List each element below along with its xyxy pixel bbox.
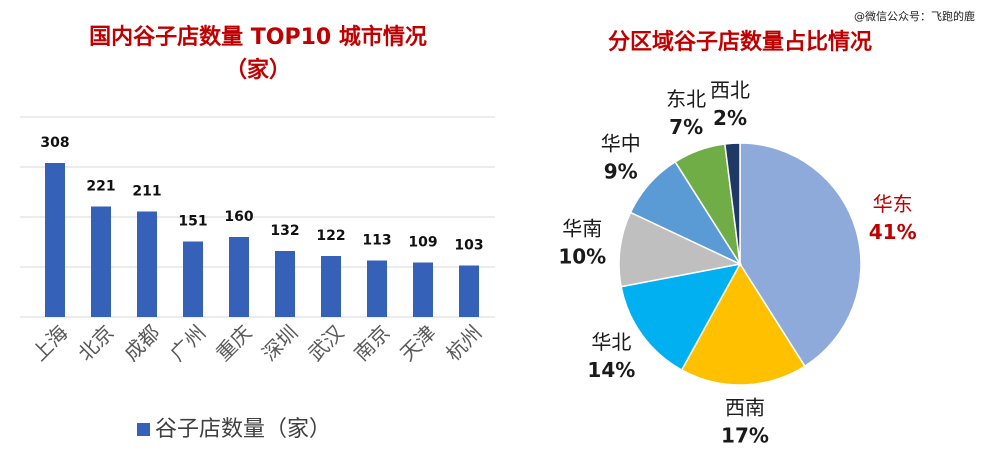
bar: [459, 265, 479, 317]
x-tick-label: 杭州: [441, 320, 486, 365]
data-label: 221: [86, 179, 115, 195]
slice-label: 2%: [713, 106, 747, 130]
pie-slice: [620, 262, 742, 372]
x-tick-label: 成都: [119, 320, 164, 365]
bar: [413, 262, 433, 317]
bar: [91, 206, 111, 317]
bar: [367, 260, 387, 317]
slice-label: 7%: [669, 115, 703, 139]
slice-category: 东北: [666, 87, 706, 111]
data-label: 122: [316, 228, 345, 244]
x-tick-label: 北京: [73, 320, 118, 365]
pie-slice: [723, 142, 741, 265]
slice-category: 华中: [601, 131, 641, 155]
x-tick-label: 武汉: [303, 320, 348, 365]
slice-category: 西南: [725, 395, 765, 419]
bar: [275, 251, 295, 317]
slice-category: 西北: [710, 78, 750, 102]
bar-subtitle: （家）: [225, 57, 291, 83]
slice-category: 华南: [562, 217, 602, 241]
bar: [137, 211, 157, 317]
x-tick-label: 广州: [165, 320, 210, 365]
pie-slice: [680, 262, 806, 386]
pie-title: 分区域谷子店数量占比情况: [608, 29, 872, 55]
x-tick-label: 天津: [395, 320, 440, 365]
pie-slice: [618, 211, 743, 288]
slice-label: 10%: [558, 245, 606, 269]
slice-category: 华东: [873, 192, 913, 216]
bar: [183, 241, 203, 317]
x-tick-label: 重庆: [211, 320, 256, 365]
legend-swatch: [137, 423, 150, 436]
bar: [229, 237, 249, 317]
slice-category: 华北: [591, 330, 631, 354]
x-tick-label: 上海: [27, 320, 72, 365]
data-label: 308: [40, 135, 69, 151]
x-tick-label: 深圳: [257, 320, 302, 365]
slice-label: 14%: [587, 358, 635, 382]
bar: [321, 256, 341, 317]
bar-title: 国内谷子店数量 TOP10 城市情况: [89, 24, 427, 50]
data-label: 103: [454, 238, 483, 254]
x-tick-label: 南京: [349, 320, 394, 365]
data-label: 113: [362, 233, 391, 249]
bar: [45, 163, 65, 317]
data-label: 151: [178, 214, 207, 230]
slice-label: 9%: [604, 159, 638, 183]
legend-label: 谷子店数量（家）: [155, 417, 331, 442]
slice-label: 41%: [869, 220, 917, 244]
watermark: @微信公众号：飞跑的鹿: [854, 9, 975, 23]
data-label: 109: [408, 235, 437, 251]
slice-label: 17%: [721, 423, 769, 447]
data-label: 132: [270, 223, 299, 239]
data-label: 160: [224, 209, 253, 225]
data-label: 211: [132, 184, 161, 200]
